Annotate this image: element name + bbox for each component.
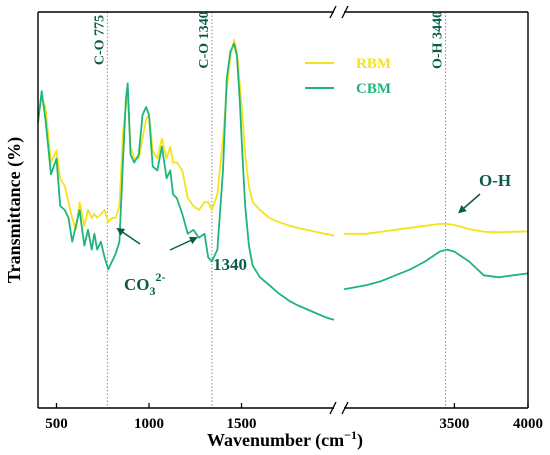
series-line-rbm xyxy=(37,38,335,237)
reference-line-label: C-O 775 xyxy=(92,15,107,65)
reference-lines xyxy=(106,12,447,408)
annotation-co3: CO32- xyxy=(124,270,166,298)
x-tick-label: 3500 xyxy=(439,416,469,432)
y-axis-title: Transmittance (%) xyxy=(4,137,25,283)
series-line-rbm xyxy=(344,222,529,235)
x-tick-label: 4000 xyxy=(513,416,543,432)
legend-entry-rbm: RBM xyxy=(356,56,391,72)
reference-line-label: C-O 1340 xyxy=(197,11,212,68)
reference-line-label: O-H 3440 xyxy=(431,11,446,69)
axis-break-mark xyxy=(329,401,349,415)
annotation-arrow-co3-1340 xyxy=(169,236,198,251)
series-layer xyxy=(37,38,529,321)
x-tick-label: 1500 xyxy=(227,416,257,432)
annotation-oh: O-H xyxy=(479,171,511,190)
x-tick-label: 1000 xyxy=(134,416,164,432)
legend-entry-cbm: CBM xyxy=(356,81,391,97)
series-line-cbm xyxy=(37,42,335,321)
annotation-arrow-oh xyxy=(458,193,481,214)
axes xyxy=(37,5,529,415)
series-line-cbm xyxy=(343,248,529,291)
annotation-arrow-co3-775 xyxy=(116,227,141,245)
x-axis-title: Wavenumber (cm−1) xyxy=(207,428,363,451)
axis-break-mark xyxy=(329,5,349,19)
legend: RBM CBM xyxy=(305,56,391,97)
labels: C-O 775 C-O 1340 O-H 3440 500 1000 1500 3500 40… xyxy=(4,11,543,451)
x-tick-label: 500 xyxy=(45,416,68,432)
annotation-1340: 1340 xyxy=(213,255,247,274)
